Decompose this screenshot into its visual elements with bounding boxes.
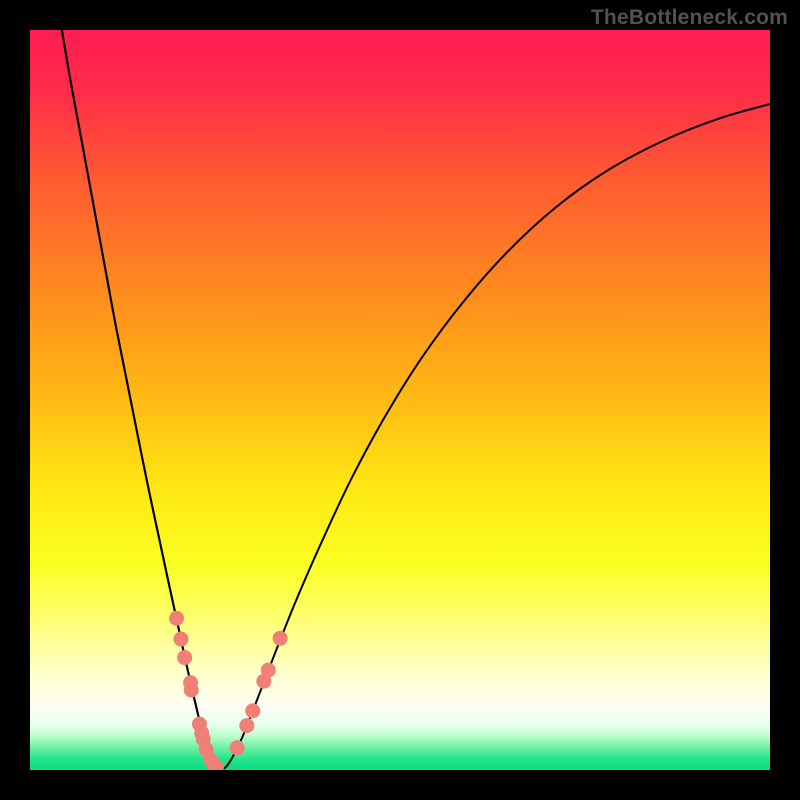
scatter-marker [169,611,184,626]
scatter-marker [177,650,192,665]
gradient-background [30,30,770,770]
scatter-marker [245,703,260,718]
scatter-marker [273,631,288,646]
chart-frame: TheBottleneck.com [0,0,800,800]
scatter-marker [173,632,188,647]
scatter-marker [239,718,254,733]
watermark-text: TheBottleneck.com [591,6,788,30]
scatter-marker [261,663,276,678]
chart-svg [30,30,770,770]
plot-area [30,30,770,770]
scatter-marker [184,683,199,698]
scatter-marker [230,740,245,755]
